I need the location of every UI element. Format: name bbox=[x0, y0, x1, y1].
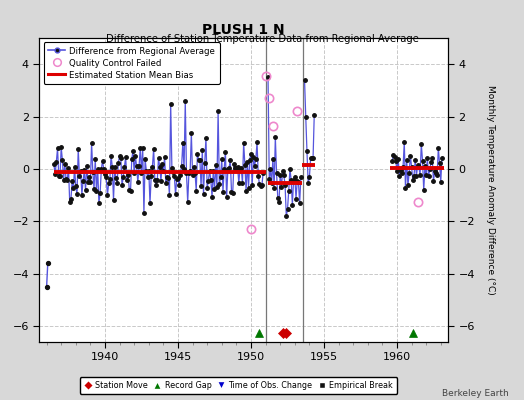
Text: Difference of Station Temperature Data from Regional Average: Difference of Station Temperature Data f… bbox=[105, 34, 419, 44]
Y-axis label: Monthly Temperature Anomaly Difference (°C): Monthly Temperature Anomaly Difference (… bbox=[486, 85, 495, 295]
Legend: Station Move, Record Gap, Time of Obs. Change, Empirical Break: Station Move, Record Gap, Time of Obs. C… bbox=[80, 377, 397, 394]
Text: Berkeley Earth: Berkeley Earth bbox=[442, 389, 508, 398]
Legend: Difference from Regional Average, Quality Control Failed, Estimated Station Mean: Difference from Regional Average, Qualit… bbox=[43, 42, 220, 84]
Title: PLUSH 1 N: PLUSH 1 N bbox=[202, 23, 285, 37]
